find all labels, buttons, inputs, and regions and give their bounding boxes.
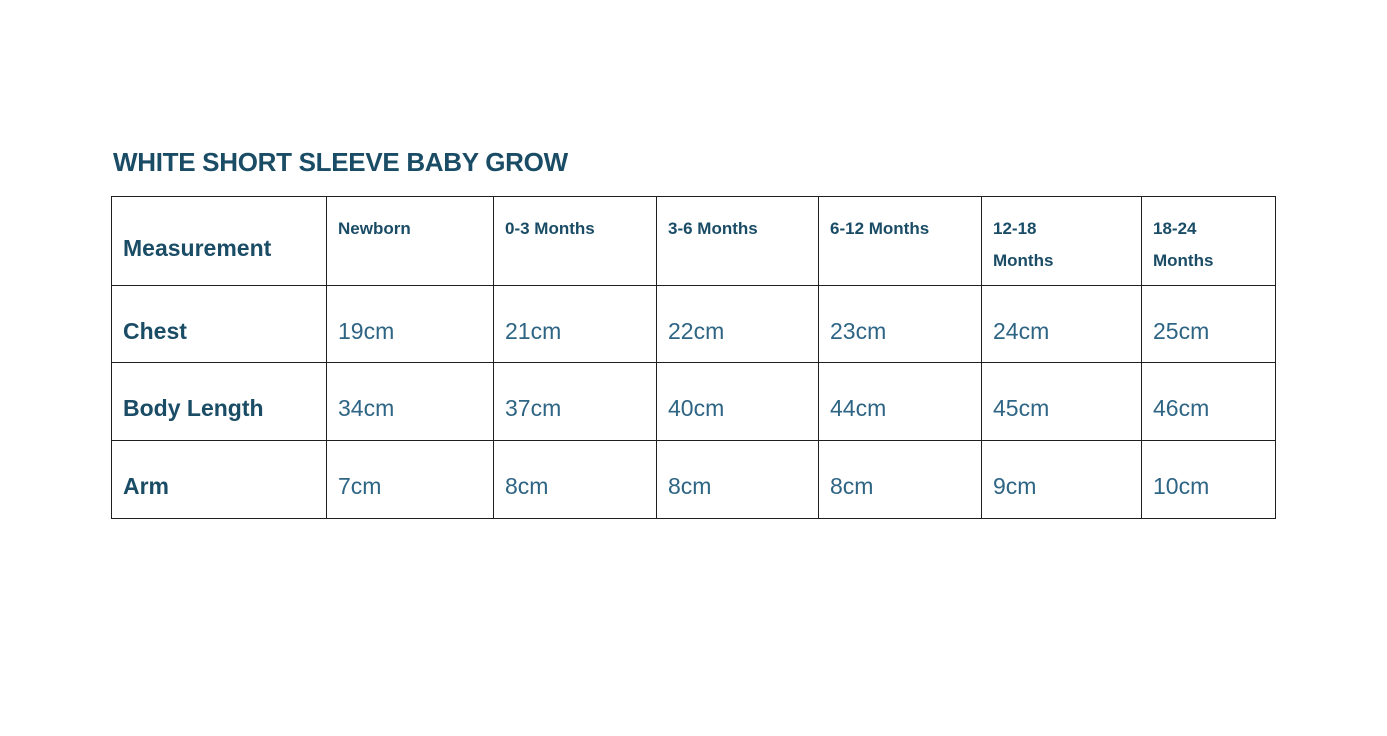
chest-6-12-value: 23cm (818, 285, 982, 363)
chest-18-24-value: 25cm (1141, 285, 1276, 363)
arm-newborn-value: 7cm (326, 440, 494, 519)
arm-3-6-value: 8cm (656, 440, 819, 519)
body-length-6-12-value: 44cm (818, 362, 982, 441)
body-length-0-3-value: 37cm (493, 362, 657, 441)
table-header-row: Measurement Newborn 0-3 Months 3-6 Month… (111, 196, 1276, 286)
table-row-body-length: Body Length 34cm 37cm 40cm 44cm 45cm 46c… (111, 362, 1276, 441)
column-header-18-24-months: 18-24 Months (1141, 196, 1276, 286)
table-row-arm: Arm 7cm 8cm 8cm 8cm 9cm 10cm (111, 440, 1276, 519)
page-title: WHITE SHORT SLEEVE BABY GROW (113, 147, 568, 177)
row-label-chest: Chest (111, 285, 327, 363)
chest-newborn-value: 19cm (326, 285, 494, 363)
chest-3-6-value: 22cm (656, 285, 819, 363)
column-header-6-12-months: 6-12 Months (818, 196, 982, 286)
corner-header-measurement: Measurement (111, 196, 327, 286)
body-length-18-24-value: 46cm (1141, 362, 1276, 441)
arm-6-12-value: 8cm (818, 440, 982, 519)
chest-0-3-value: 21cm (493, 285, 657, 363)
row-label-body-length: Body Length (111, 362, 327, 441)
table-row-chest: Chest 19cm 21cm 22cm 23cm 24cm 25cm (111, 285, 1276, 363)
arm-12-18-value: 9cm (981, 440, 1142, 519)
arm-18-24-value: 10cm (1141, 440, 1276, 519)
body-length-newborn-value: 34cm (326, 362, 494, 441)
row-label-arm: Arm (111, 440, 327, 519)
column-header-newborn: Newborn (326, 196, 494, 286)
body-length-12-18-value: 45cm (981, 362, 1142, 441)
column-header-0-3-months: 0-3 Months (493, 196, 657, 286)
chest-12-18-value: 24cm (981, 285, 1142, 363)
arm-0-3-value: 8cm (493, 440, 657, 519)
column-header-3-6-months: 3-6 Months (656, 196, 819, 286)
body-length-3-6-value: 40cm (656, 362, 819, 441)
column-header-12-18-months: 12-18 Months (981, 196, 1142, 286)
size-chart-table: Measurement Newborn 0-3 Months 3-6 Month… (111, 196, 1276, 519)
